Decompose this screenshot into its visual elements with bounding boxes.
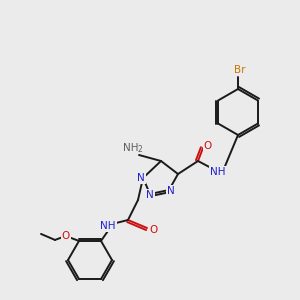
Text: Br: Br [234, 65, 246, 75]
Text: N: N [146, 190, 154, 200]
Text: O: O [149, 225, 157, 235]
Text: N: N [137, 173, 145, 183]
Text: N: N [167, 186, 175, 196]
Text: O: O [62, 231, 70, 241]
Text: NH: NH [100, 221, 116, 231]
Text: NH: NH [210, 167, 226, 177]
Text: NH: NH [123, 143, 139, 153]
Text: 2: 2 [138, 145, 142, 154]
Text: O: O [204, 141, 212, 151]
